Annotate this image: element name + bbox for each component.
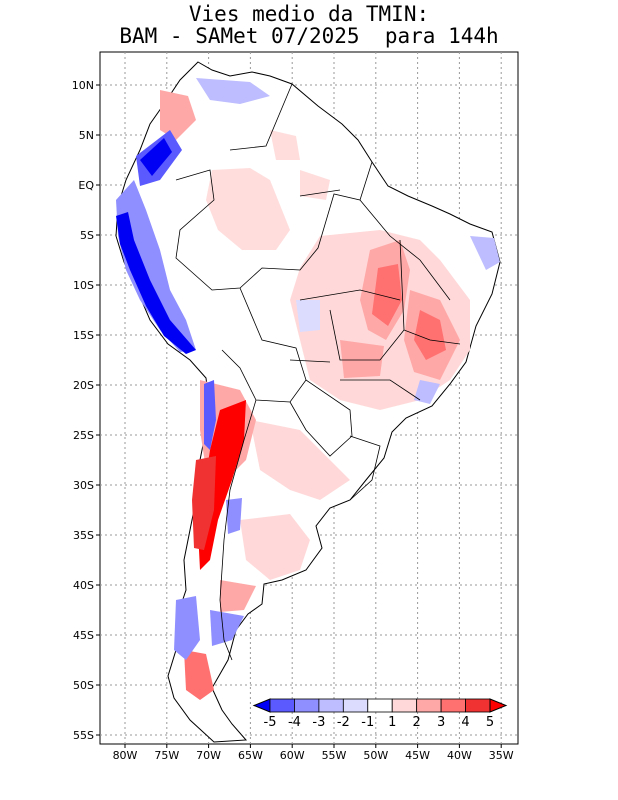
- lat-label: 55S: [73, 729, 94, 742]
- border-line: [399, 239, 461, 345]
- lon-label: 70W: [196, 749, 221, 762]
- warm-anomaly-patch: [414, 310, 446, 360]
- longitude-labels: 80W 75W 70W 65W 60W 55W 50W 45W 40W 35W: [113, 749, 514, 762]
- colorbar-label: 4: [461, 715, 469, 730]
- lat-label: 50S: [73, 679, 94, 692]
- lat-label: 10N: [72, 79, 94, 92]
- lon-label: 45W: [405, 749, 430, 762]
- lon-label: 65W: [238, 749, 263, 762]
- border-line: [349, 435, 381, 501]
- border-line: [289, 359, 331, 363]
- cold-anomaly-patch: [414, 380, 440, 404]
- colorbar-label: -3: [312, 715, 325, 730]
- map-title-line-2: BAM - SAMet 07/2025 para 144h: [119, 24, 499, 48]
- border-line: [219, 399, 257, 661]
- colorbar-swatch: [440, 698, 466, 713]
- lat-label: 15S: [73, 329, 94, 342]
- cold-anomaly-patch: [226, 498, 242, 534]
- map-title-line-1: Vies medio da TMIN:: [188, 2, 430, 26]
- colorbar-label: -5: [264, 715, 277, 730]
- colorbar-label: 2: [413, 715, 421, 730]
- lat-label: 30S: [73, 479, 94, 492]
- lon-label: 55W: [322, 749, 347, 762]
- cold-anomaly-patch: [116, 180, 196, 352]
- colorbar-swatch: [391, 698, 418, 713]
- lat-label: 5S: [80, 229, 94, 242]
- colorbar-swatch: [318, 698, 344, 713]
- colorbar-label: -4: [288, 715, 301, 730]
- warm-anomaly-patch: [372, 264, 402, 326]
- colorbar-swatch: [367, 698, 393, 713]
- warm-anomaly-patch: [220, 580, 256, 612]
- warm-anomaly-patch: [184, 650, 214, 700]
- lon-label: 60W: [280, 749, 305, 762]
- warm-anomaly-patch: [340, 340, 384, 378]
- lon-label: 50W: [363, 749, 388, 762]
- colorbar-label: 1: [388, 715, 396, 730]
- border-line: [299, 189, 341, 197]
- lat-label: 5N: [79, 129, 94, 142]
- lat-label: 35S: [73, 529, 94, 542]
- colorbar-swatch: [294, 698, 320, 713]
- border-line: [329, 309, 405, 361]
- border-line: [221, 287, 307, 403]
- colorbar-label: 5: [486, 715, 494, 730]
- colorbar-label: -2: [337, 715, 350, 730]
- border-line: [340, 379, 421, 401]
- lat-label: 20S: [73, 379, 94, 392]
- cold-anomaly-patch: [140, 138, 172, 176]
- cold-anomaly-patch: [296, 300, 320, 332]
- warm-anomaly-patch: [206, 168, 290, 250]
- border-line: [359, 199, 451, 301]
- cold-anomaly-patch: [470, 236, 500, 270]
- cold-anomaly-patch: [174, 596, 200, 660]
- warm-anomaly-patch: [198, 400, 246, 570]
- colorbar-swatch: [416, 698, 442, 713]
- lon-label: 40W: [447, 749, 472, 762]
- colorbar: -5 -4 -3 -2 -1 1 2 3 4 5: [252, 698, 508, 730]
- latitude-labels: 10N 5N EQ 5S 10S 15S 20S 25S 30S 35S 40S 45S 50S 55S: [72, 79, 95, 742]
- cold-anomaly-patch: [204, 380, 216, 450]
- country-borders: [175, 83, 461, 661]
- warm-anomaly-patch: [270, 130, 300, 160]
- warm-anomaly-patch: [192, 456, 216, 550]
- warm-anomaly-patch: [250, 420, 350, 500]
- lon-label: 35W: [489, 749, 514, 762]
- colorbar-swatch: [465, 698, 491, 713]
- colorbar-swatch: [269, 698, 295, 713]
- cold-anomaly-patch: [116, 212, 196, 354]
- lon-label: 75W: [154, 749, 179, 762]
- lat-label: 25S: [73, 429, 94, 442]
- cold-anomaly-layer: [116, 78, 500, 660]
- colorbar-swatch: [342, 698, 369, 713]
- lat-label: 10S: [73, 279, 94, 292]
- border-line: [289, 379, 353, 457]
- lat-label: 45S: [73, 629, 94, 642]
- warm-anomaly-patch: [240, 514, 310, 580]
- warm-anomaly-layer: [160, 90, 470, 700]
- colorbar-max-arrow: [489, 698, 508, 713]
- lon-label: 80W: [113, 749, 138, 762]
- cold-anomaly-patch: [210, 610, 244, 646]
- border-line: [299, 289, 401, 301]
- lat-label: 40S: [73, 579, 94, 592]
- colorbar-label: -1: [361, 715, 374, 730]
- colorbar-label: 3: [437, 715, 445, 730]
- cold-anomaly-patch: [196, 78, 270, 104]
- border-line: [229, 83, 293, 151]
- south-america-landmass: [115, 61, 501, 743]
- lat-label: EQ: [78, 179, 94, 192]
- warm-anomaly-patch: [160, 90, 196, 140]
